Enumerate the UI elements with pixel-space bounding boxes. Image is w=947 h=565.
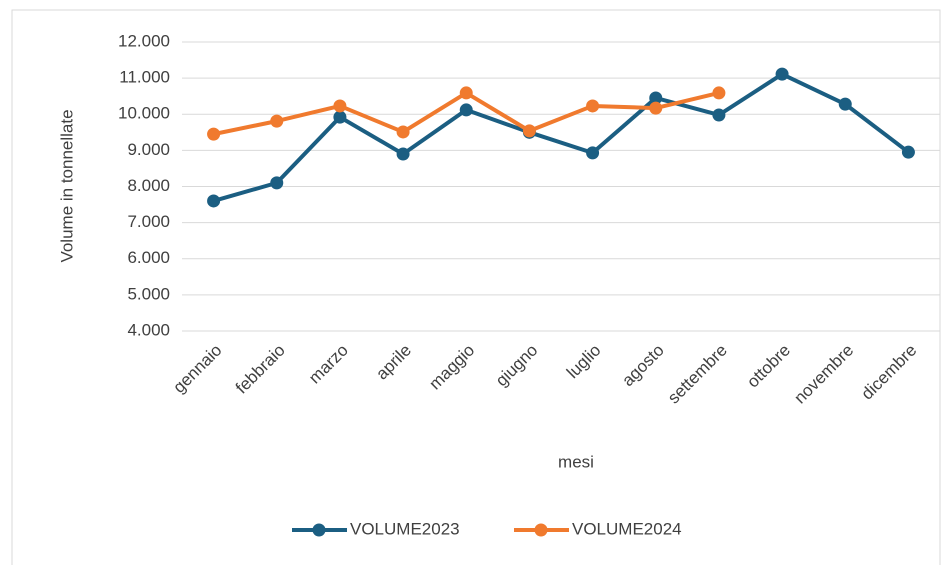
y-tick-label: 10.000 [118,104,170,123]
point [712,108,726,122]
point [396,147,410,161]
chart-frame [11,9,941,565]
point [333,110,347,124]
y-tick-label: 8.000 [127,176,170,195]
series-line [213,72,910,203]
point [396,125,410,139]
point [586,99,600,113]
y-tick-label: 11.000 [119,68,170,87]
point [207,127,221,141]
point [522,124,536,138]
y-tick-label: 12.000 [118,31,170,50]
point [649,91,663,105]
y-tick-label: 4.000 [127,320,170,339]
y-tick-label: 9.000 [127,140,170,159]
point [270,114,284,128]
point [333,99,347,113]
point [207,194,221,208]
point [712,86,726,100]
legend-marker [312,523,326,537]
point [459,103,473,117]
y-tick-label: 5.000 [127,284,170,303]
point [649,101,663,115]
legend-marker [534,523,548,537]
legend-label: VOLUME2024 [572,519,682,538]
y-axis-title: Volume in tonnellate [57,109,76,262]
x-axis-title: mesi [558,452,594,471]
point [586,146,600,160]
y-tick-label: 6.000 [127,248,170,267]
y-tick-label: 7.000 [127,212,170,231]
point [775,67,789,81]
legend-label: VOLUME2023 [350,519,460,538]
point [459,86,473,100]
point [838,97,852,111]
point [270,176,284,190]
point [901,145,915,159]
